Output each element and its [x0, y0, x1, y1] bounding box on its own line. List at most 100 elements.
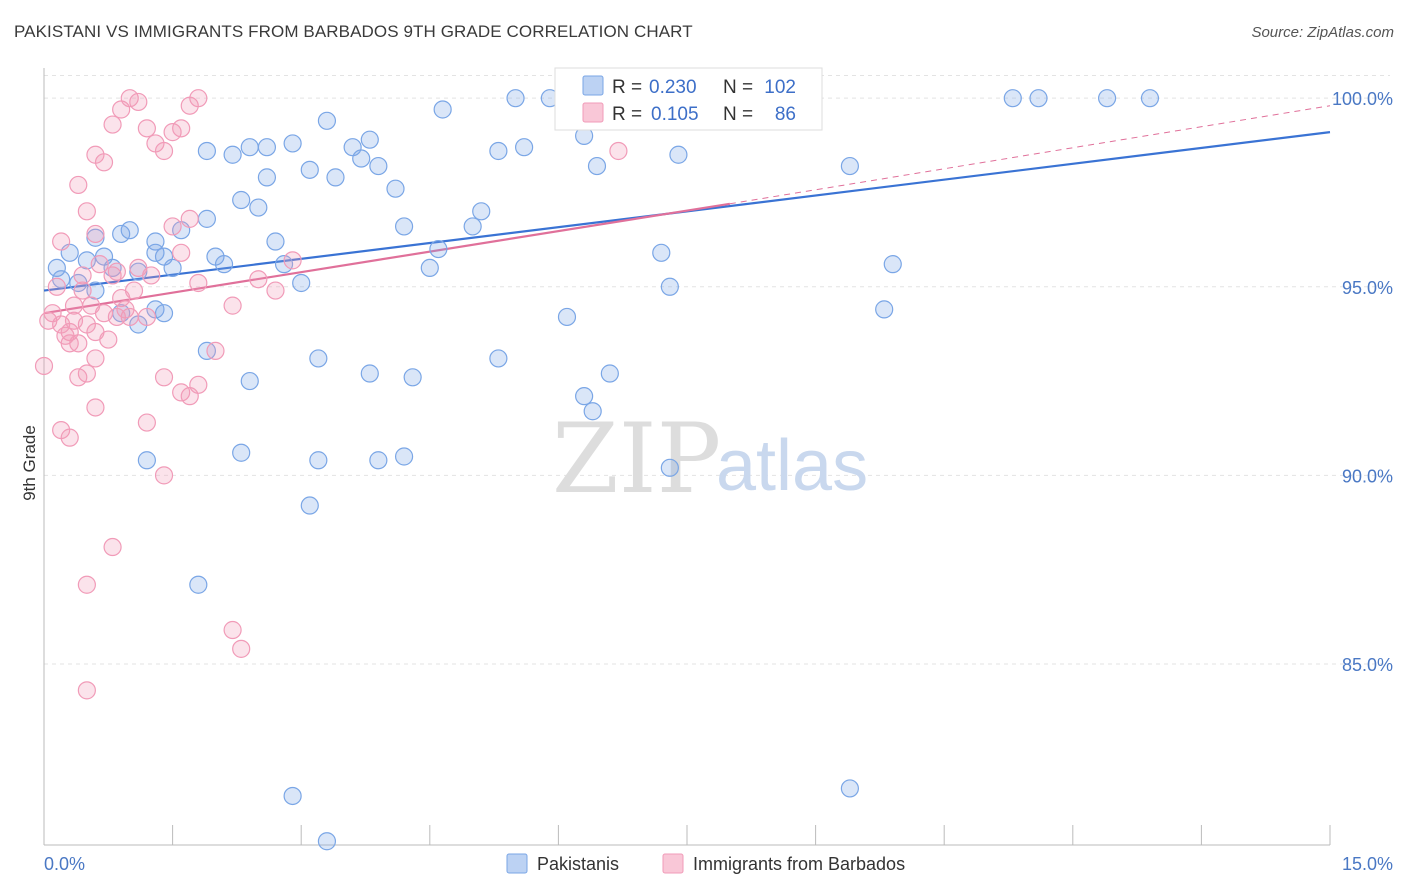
pakistanis-point [326, 168, 345, 187]
stats-legend-r-label: R = [612, 77, 642, 98]
stats-legend-n-barbados: 86 [775, 104, 796, 125]
barbados-point [77, 364, 96, 383]
stats-legend-r-barbados: 0.105 [651, 104, 699, 125]
gridlines [44, 75, 1390, 665]
pakistanis-point [266, 232, 285, 251]
watermark-atlas: atlas [716, 426, 868, 506]
y-tick-label: 85.0% [1342, 655, 1393, 675]
pakistanis-point [420, 258, 439, 278]
pakistanis-point [669, 145, 688, 164]
pakistanis-point [154, 304, 174, 323]
barbados-point [609, 141, 628, 161]
pakistanis-point [240, 371, 259, 391]
pakistanis-point [875, 300, 894, 319]
barbados-point [163, 123, 182, 142]
barbados-point [86, 145, 105, 164]
pakistanis-point [600, 364, 619, 383]
stats-legend-n-label: N = [723, 77, 753, 98]
y-tick-label: 100.0% [1332, 89, 1393, 109]
barbados-point [154, 368, 174, 387]
pakistanis-point [386, 179, 405, 198]
barbados-point [103, 115, 122, 134]
barbados-point [77, 202, 96, 221]
pakistanis-point [652, 243, 671, 262]
pakistanis-point [394, 217, 414, 236]
pakistanis-point [369, 451, 388, 470]
pakistanis-point [489, 349, 508, 368]
barbados-point [64, 296, 84, 315]
pakistanis-point [112, 224, 131, 244]
legend-swatch-barbados [662, 853, 684, 874]
barbados-point [73, 281, 92, 300]
axes [43, 68, 1331, 846]
barbados-point [142, 266, 161, 285]
stats-legend-r-pakistanis: 0.230 [649, 77, 697, 98]
barbados-point [86, 224, 105, 244]
barbados-point [137, 119, 156, 138]
pakistanis-point [47, 258, 66, 278]
pakistanis-point [223, 145, 242, 164]
barbados-point [60, 428, 79, 447]
barbados-point [60, 334, 79, 353]
pakistanis-point [232, 443, 251, 462]
pakistanis-point [1140, 89, 1160, 108]
trend-line-barbados-extension [729, 105, 1331, 205]
pakistanis-point [429, 239, 448, 259]
barbados-point [137, 307, 156, 327]
x-tick-label-max: 15.0% [1342, 854, 1393, 874]
pakistanis-point [300, 160, 319, 179]
pakistanis-point [317, 832, 337, 851]
pakistanis-point [1097, 89, 1117, 108]
series-legend: Pakistanis Immigrants from Barbados [506, 853, 905, 874]
pakistanis-point [515, 138, 534, 157]
legend-label-pakistanis: Pakistanis [537, 854, 619, 874]
pakistanis-point [369, 156, 388, 176]
pakistanis-point [433, 100, 452, 119]
barbados-point [232, 639, 251, 658]
barbados-point [69, 368, 88, 387]
x-tick-label-min: 0.0% [44, 854, 85, 874]
pakistanis-point [840, 156, 859, 176]
pakistanis-point [403, 368, 422, 387]
barbados-point [223, 296, 242, 315]
barbados-point [163, 217, 182, 236]
pakistanis-point [1029, 89, 1048, 108]
barbados-point [129, 92, 148, 112]
pakistanis-point [557, 307, 577, 327]
stats-legend-r-label: R = [612, 104, 642, 125]
pakistanis-point [472, 202, 491, 221]
y-tick-label: 90.0% [1342, 466, 1393, 486]
x-tick-labels: 0.0% 15.0% [44, 854, 1393, 874]
barbados-point [107, 262, 126, 281]
pakistanis-point [309, 349, 328, 368]
y-tick-labels: 85.0% 90.0% 95.0% 100.0% [1332, 89, 1393, 675]
barbados-point [249, 270, 268, 289]
pakistanis-point [300, 496, 319, 515]
barbados-point [34, 356, 54, 376]
pakistanis-point [120, 221, 139, 240]
pakistanis-point [583, 402, 602, 421]
pakistanis-point [587, 156, 607, 176]
barbados-point [90, 255, 109, 274]
barbados-point [172, 243, 191, 262]
trend-line-barbados [43, 202, 731, 315]
trend-lines [43, 105, 1331, 315]
barbados-point [77, 681, 96, 700]
pakistanis-point [197, 209, 216, 228]
watermark: ZIP atlas [552, 403, 868, 515]
pakistanis-point [86, 281, 105, 300]
pakistanis-point [840, 779, 859, 798]
source-label: Source: ZipAtlas.com [1251, 24, 1394, 41]
barbados-point [99, 330, 118, 349]
barbados-point [120, 89, 139, 108]
pakistanis-point [283, 134, 302, 153]
barbados-point [283, 251, 302, 270]
barbados-point [124, 281, 144, 300]
barbados-point [154, 466, 174, 485]
pakistanis-point [883, 255, 902, 274]
pakistanis-point [309, 451, 328, 470]
pakistanis-point [163, 258, 182, 278]
barbados-point [172, 383, 191, 402]
barbados-point [64, 311, 84, 330]
y-tick-label: 95.0% [1342, 278, 1393, 298]
